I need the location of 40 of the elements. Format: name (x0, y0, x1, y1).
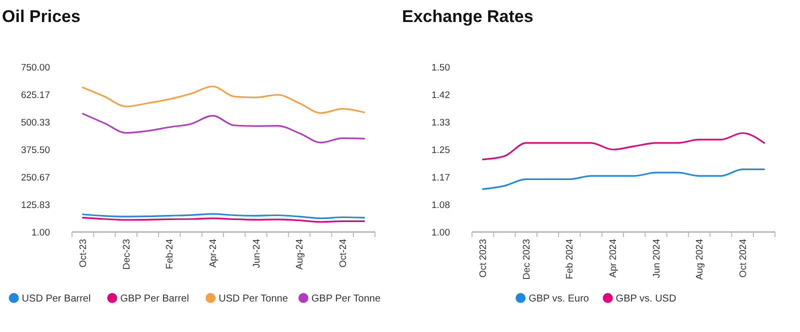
x-tick-label: Oct 2024 (738, 239, 749, 278)
chart-title: Exchange Rates (402, 7, 534, 26)
x-tick-label: Oct 2023 (478, 239, 490, 278)
x-tick-label: Apr 2024 (608, 239, 620, 278)
line-series (482, 168, 765, 190)
y-tick-label: 1.08 (432, 200, 450, 211)
x-tick-label: Aug 2024 (694, 239, 706, 280)
y-tick-label: 1.17 (432, 172, 450, 184)
legend-label: GBP Per Tonne (311, 294, 381, 304)
legend-label: GBP Per Barrel (120, 294, 189, 304)
x-tick-label: Aug-24 (294, 239, 306, 270)
y-tick-label: 625.17 (20, 90, 50, 101)
y-tick-label: 750.00 (20, 62, 50, 74)
chart-title: Oil Prices (2, 7, 80, 26)
y-tick-label: 500.33 (20, 117, 50, 128)
x-tick-label: Dec 2023 (521, 239, 532, 280)
x-tick-label: Apr-24 (208, 239, 220, 268)
y-tick-label: 250.67 (20, 172, 50, 184)
legend-label: USD Per Tonne (218, 294, 288, 304)
legend-label: GBP vs. USD (616, 294, 676, 304)
x-tick-label: Dec-23 (121, 239, 132, 270)
y-tick-label: 1.00 (32, 227, 50, 238)
y-tick-label: 1.33 (432, 117, 450, 128)
x-tick-label: Feb 2024 (564, 239, 576, 280)
y-tick-label: 125.83 (20, 200, 50, 211)
y-tick-label: 1.50 (432, 62, 450, 74)
x-tick-label: Oct-24 (338, 239, 349, 268)
legend-label: USD Per Barrel (22, 294, 91, 304)
x-tick-label: Oct-23 (78, 239, 90, 268)
y-tick-label: 1.00 (432, 227, 450, 238)
y-tick-label: 1.42 (432, 90, 450, 101)
y-tick-label: 375.50 (20, 144, 50, 156)
line-series (82, 86, 365, 114)
x-tick-label: Feb-24 (164, 239, 176, 270)
y-tick-label: 1.25 (432, 144, 450, 156)
x-tick-label: Jun 2024 (651, 239, 662, 278)
legend-label: GBP vs. Euro (528, 294, 590, 304)
x-tick-label: Jun-24 (251, 239, 262, 268)
line-series (482, 132, 765, 160)
line-series (82, 112, 365, 144)
